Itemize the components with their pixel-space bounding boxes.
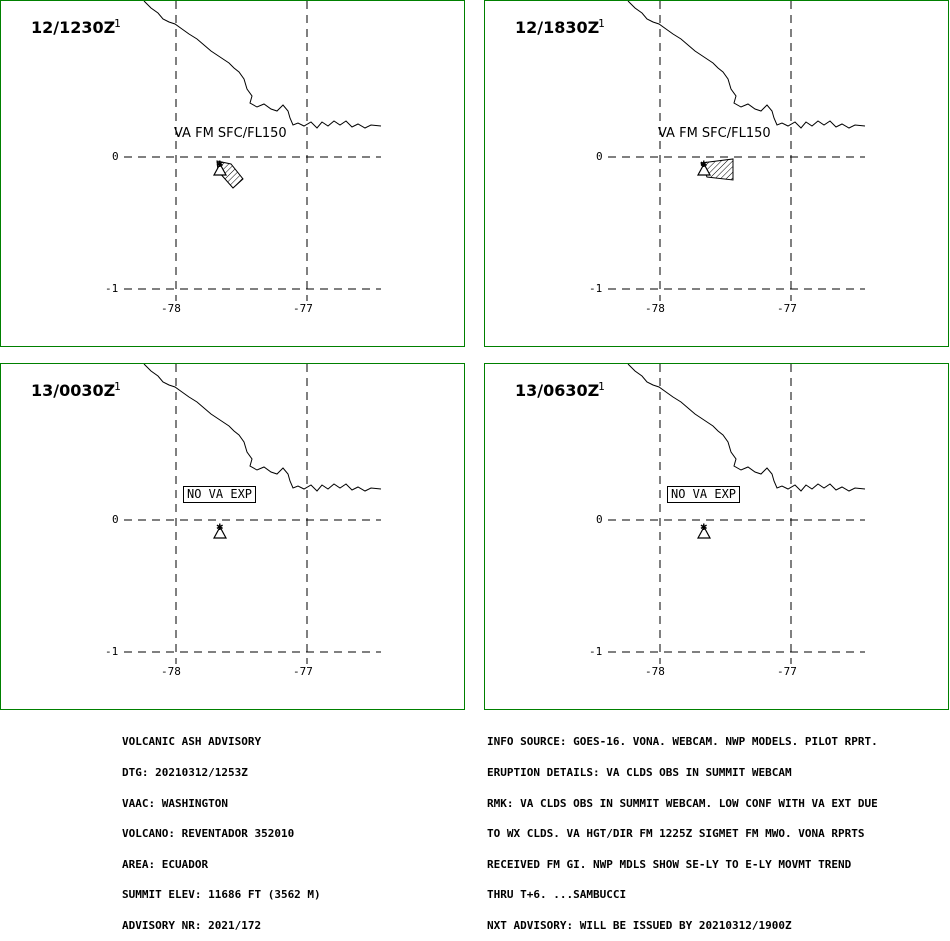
coastline	[143, 364, 382, 492]
text-line: VAAC: WASHINGTON	[122, 796, 228, 810]
lon-label-77: -77	[293, 302, 313, 315]
text-line: INFO SOURCE: GOES-16. VONA. WEBCAM. NWP …	[487, 735, 878, 749]
coastline	[143, 1, 382, 129]
lat-label-0: 0	[596, 513, 603, 526]
volcano-icon	[212, 162, 228, 176]
graticule	[608, 1, 865, 301]
text-line: AREA: ECUADOR	[122, 857, 209, 871]
lat-label-1: 1	[598, 380, 605, 393]
text-line: VOLCANO: REVENTADOR 352010	[122, 827, 295, 841]
advisory-header-text: VOLCANIC ASH ADVISORY DTG: 20210312/1253…	[122, 717, 321, 941]
lon-label-78: -78	[645, 665, 665, 678]
panel-time: 12/1830Z	[515, 18, 600, 37]
text-line: DTG: 20210312/1253Z	[122, 766, 248, 779]
map-panel-2: ✱ 12/1830Z 1 0 -1 -78 -77 VA FM SFC/FL15…	[484, 0, 949, 347]
lon-label-77: -77	[777, 302, 797, 315]
lat-label-neg1: -1	[105, 645, 119, 658]
map-panel-1: ✱ 12/1230Z 1 0 -1 -78 -77 VA FM SFC/FL15…	[0, 0, 465, 347]
lon-label-77: -77	[777, 665, 797, 678]
text-line: RECEIVED FM GI. NWP MDLS SHOW SE-LY TO E…	[487, 857, 852, 871]
volcano-marker-icon: ✱	[700, 523, 708, 533]
text-line: THRU T+6. ...SAMBUCCI	[487, 888, 627, 902]
va-extent-label: VA FM SFC/FL150	[658, 126, 771, 141]
map-canvas: ✱	[124, 364, 382, 664]
text-line: TO WX CLDS. VA HGT/DIR FM 1225Z SIGMET F…	[487, 827, 865, 841]
text-line: NXT ADVISORY: WILL BE ISSUED BY 20210312…	[487, 918, 792, 932]
lat-label-0: 0	[112, 150, 119, 163]
lat-label-0: 0	[596, 150, 603, 163]
volcano-icon	[696, 162, 712, 176]
no-va-exp-box: NO VA EXP	[667, 486, 741, 503]
text-line: ADVISORY NR: 2021/172	[122, 918, 262, 932]
map-panel-4: ✱ 13/0630Z 1 0 -1 -78 -77 NO VA EXP	[484, 363, 949, 710]
text-line: SUMMIT ELEV: 11686 FT (3562 M)	[122, 888, 321, 902]
text-line: ERUPTION DETAILS: VA CLDS OBS IN SUMMIT …	[487, 766, 792, 779]
map-canvas: ✱	[608, 364, 866, 664]
lon-label-78: -78	[161, 665, 181, 678]
text-line: VOLCANIC ASH ADVISORY	[122, 735, 262, 749]
map-canvas: ✱	[124, 1, 382, 301]
map-panel-3: ✱ 13/0030Z 1 0 -1 -78 -77 NO VA EXP	[0, 363, 465, 710]
lon-label-78: -78	[161, 302, 181, 315]
lat-label-neg1: -1	[589, 282, 603, 295]
lat-label-neg1: -1	[105, 282, 119, 295]
graticule	[608, 364, 865, 664]
volcano-marker-icon: ✱	[700, 160, 708, 170]
lat-label-1: 1	[114, 17, 121, 30]
panel-time: 12/1230Z	[31, 18, 116, 37]
volcano-icon	[212, 525, 228, 539]
graticule	[124, 364, 381, 664]
text-line: RMK: VA CLDS OBS IN SUMMIT WEBCAM. LOW C…	[487, 796, 878, 810]
volcano-marker-icon: ✱	[216, 523, 224, 533]
lon-label-78: -78	[645, 302, 665, 315]
panel-time: 13/0630Z	[515, 381, 600, 400]
va-extent-label: VA FM SFC/FL150	[174, 126, 287, 141]
advisory-remarks-text: INFO SOURCE: GOES-16. VONA. WEBCAM. NWP …	[487, 717, 878, 941]
graticule	[124, 1, 381, 301]
coastline	[627, 364, 866, 492]
coastline	[627, 1, 866, 129]
lat-label-1: 1	[114, 380, 121, 393]
lat-label-neg1: -1	[589, 645, 603, 658]
volcano-icon	[696, 525, 712, 539]
lat-label-0: 0	[112, 513, 119, 526]
lon-label-77: -77	[293, 665, 313, 678]
lat-label-1: 1	[598, 17, 605, 30]
volcano-marker-icon: ✱	[216, 160, 224, 170]
map-canvas: ✱	[608, 1, 866, 301]
panel-time: 13/0030Z	[31, 381, 116, 400]
no-va-exp-box: NO VA EXP	[183, 486, 257, 503]
